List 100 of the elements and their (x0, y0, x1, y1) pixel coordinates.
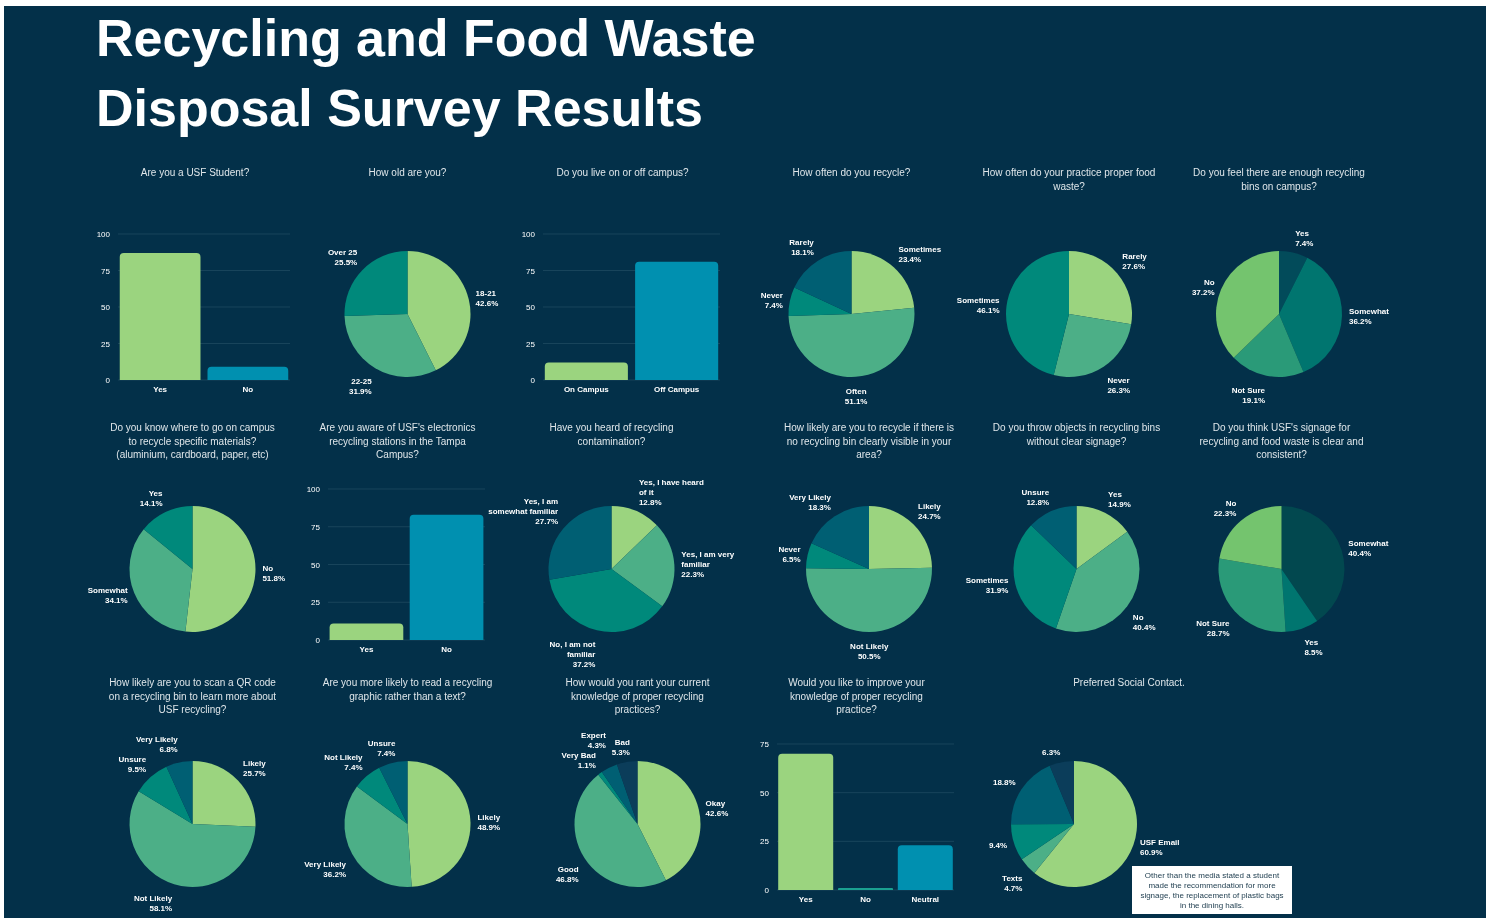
slice-label: Very Likely (135, 734, 179, 744)
chart-title: Preferred Social Contact. (1073, 677, 1185, 688)
data-label: 51.8% (262, 573, 286, 583)
slice-label: No (1225, 498, 1237, 508)
data-label: 5.3% (611, 747, 630, 757)
slice-label: Likely (477, 812, 501, 822)
data-label: 18.1% (791, 248, 814, 258)
slice-label: No (262, 563, 274, 573)
y-tick-label: 100 (306, 485, 321, 495)
pie-slice (806, 543, 869, 569)
data-label: 7.4% (1295, 238, 1314, 248)
chart-title: Have you heard of recycling contamination? (549, 422, 674, 447)
data-label: 40.4% (1132, 623, 1156, 633)
chart-title: How likely are you to scan a QR code on a recycling bin to learn more about USF recycling? (108, 677, 277, 715)
y-tick-label: 50 (526, 303, 536, 313)
data-label: 37.2% (572, 660, 596, 670)
slice-label: Bad (614, 737, 631, 747)
data-label: 46.8% (555, 874, 579, 884)
chart-title: Are you a USF Student? (140, 167, 250, 178)
pie-slice (129, 791, 256, 887)
data-label: 42.6% (705, 808, 729, 818)
data-label: 1.1% (577, 760, 596, 770)
data-label: 37.2% (1191, 287, 1215, 297)
slice-label: Somewhat (1348, 307, 1390, 317)
pie-slice (549, 569, 663, 632)
y-tick-label: 25 (760, 837, 770, 847)
pie-slice (1006, 251, 1069, 376)
pie-slice (1279, 257, 1342, 373)
slice-label: Sometimes (965, 576, 1009, 586)
data-label: 36.2% (323, 870, 347, 880)
data-label: 7.4% (377, 748, 396, 758)
chart-title: Are you more likely to read a recycling graphic rather than a text? (322, 677, 493, 702)
chart-title: Are you aware of USF's electronics recycling stations in the Tampa Campus? (319, 422, 476, 460)
pie-slice (1281, 569, 1318, 632)
slice-label: No (1203, 277, 1215, 287)
chart-title: Do you know where to go on campus to recycle specific materials? (aluminium, cardboard, paper, etc) (110, 422, 275, 460)
data-label: 46.1% (976, 306, 1000, 316)
y-tick-label: 0 (530, 376, 536, 386)
data-label: 14.9% (1108, 499, 1131, 509)
data-label: 6.3% (1042, 748, 1061, 758)
slice-label: Likely (918, 502, 942, 512)
data-label: 4.3% (587, 740, 606, 750)
chart-title: Do you throw objects in recycling bins without clear signage? (992, 422, 1161, 447)
slice-label: Unsure (118, 754, 147, 764)
slice-label: Very Bad (561, 750, 596, 760)
data-label: 24.7% (918, 512, 941, 522)
slice-label: Never (1107, 375, 1130, 385)
data-label: 26.3% (1107, 385, 1131, 395)
data-label: 27.6% (1122, 261, 1146, 271)
x-tick-label: Neutral (911, 894, 940, 904)
data-label: 4.7% (1004, 884, 1023, 894)
x-tick-label: Yes (153, 384, 168, 394)
data-label: 28.7% (1206, 628, 1230, 638)
slice-label: Never (778, 544, 801, 554)
slice-label: Over 25 (327, 248, 358, 258)
slice-label: Yes (148, 488, 164, 498)
slice-label: Yes (1108, 489, 1123, 499)
data-label: 42.6% (475, 298, 499, 308)
data-label: 12.8% (1026, 497, 1050, 507)
chart-title: Do you think USF's signage for recycling and food waste is clear and consistent? (1199, 422, 1364, 460)
y-tick-label: 75 (101, 266, 111, 276)
chart-title: How old are you? (368, 167, 447, 178)
y-tick-label: 0 (764, 886, 770, 896)
slice-label: Good (557, 864, 579, 874)
slice-label: Not Likely (324, 753, 364, 763)
pie-slice (1233, 314, 1304, 377)
pie-slice (1031, 506, 1077, 569)
chart-title: Do you live on or off campus? (556, 167, 689, 178)
slice-label: Sometimes (956, 296, 1001, 306)
data-label: 58.1% (149, 903, 173, 913)
pie-slice (1216, 251, 1279, 358)
slice-label: Not Sure (1196, 618, 1231, 628)
y-tick-label: 75 (526, 266, 536, 276)
pie-slice (611, 506, 657, 569)
pie-slice (185, 506, 256, 632)
data-label: 36.2% (1348, 317, 1372, 327)
slice-label: Likely (243, 758, 267, 768)
slice-label: No (1132, 613, 1144, 623)
text: Other than the media stated a student made the recommendation for more signage, the replacement of plastic bags in the dining halls. (1140, 871, 1284, 910)
chart-title: Do you feel there are enough recycling bins on campus? (1193, 167, 1365, 192)
data-label: 6.5% (782, 554, 801, 564)
data-label: 51.1% (844, 396, 868, 406)
data-label: 12.8% (638, 497, 662, 507)
slice-label: Unsure (367, 738, 396, 748)
y-tick-label: 100 (521, 230, 536, 240)
data-label: 40.4% (1348, 549, 1372, 559)
data-label: 60.9% (1139, 848, 1163, 858)
slice-label: Never (760, 291, 783, 301)
data-label: 9.4% (988, 840, 1008, 850)
pie-slice (1034, 761, 1137, 887)
y-tick-label: 75 (311, 522, 321, 532)
pie-slice (611, 525, 675, 607)
data-label: 7.4% (764, 301, 783, 311)
slice-label: USF Email (1139, 838, 1180, 848)
y-tick-label: 0 (315, 636, 321, 646)
y-tick-label: 50 (101, 303, 111, 313)
y-tick-label: 100 (96, 230, 111, 240)
slice-label: Very Likely (789, 493, 832, 503)
pie-slice (1049, 761, 1074, 824)
pie-slice (344, 786, 412, 887)
